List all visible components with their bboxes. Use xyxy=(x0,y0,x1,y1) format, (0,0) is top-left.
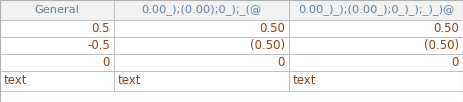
Text: 0.5: 0.5 xyxy=(92,22,110,35)
Text: General: General xyxy=(35,5,80,15)
Text: 0.50: 0.50 xyxy=(433,22,459,35)
Bar xyxy=(289,20,463,37)
Text: (0.50): (0.50) xyxy=(424,39,459,52)
Bar xyxy=(114,54,289,71)
Bar xyxy=(0,37,114,54)
Text: -0.5: -0.5 xyxy=(87,39,110,52)
Bar xyxy=(0,20,114,37)
Bar xyxy=(114,37,289,54)
Bar xyxy=(0,71,114,91)
Bar xyxy=(0,54,114,71)
Bar xyxy=(289,54,463,71)
Bar xyxy=(0,0,114,20)
Bar xyxy=(114,71,289,91)
Bar xyxy=(289,37,463,54)
Text: 0: 0 xyxy=(278,56,285,69)
Text: text: text xyxy=(293,74,317,88)
Bar xyxy=(114,0,289,20)
Bar xyxy=(114,20,289,37)
Text: text: text xyxy=(4,74,27,88)
Text: 0.00_);(0.00);0_);_(@: 0.00_);(0.00);0_);_(@ xyxy=(141,5,262,16)
Text: text: text xyxy=(118,74,142,88)
Text: (0.50): (0.50) xyxy=(250,39,285,52)
Bar xyxy=(289,0,463,20)
Text: 0.00_)_);(0.00_);0_)_);_)_)@: 0.00_)_);(0.00_);0_)_);_)_)@ xyxy=(298,5,454,16)
Text: 0: 0 xyxy=(451,56,459,69)
Text: 0: 0 xyxy=(103,56,110,69)
Bar xyxy=(289,71,463,91)
Text: 0.50: 0.50 xyxy=(259,22,285,35)
